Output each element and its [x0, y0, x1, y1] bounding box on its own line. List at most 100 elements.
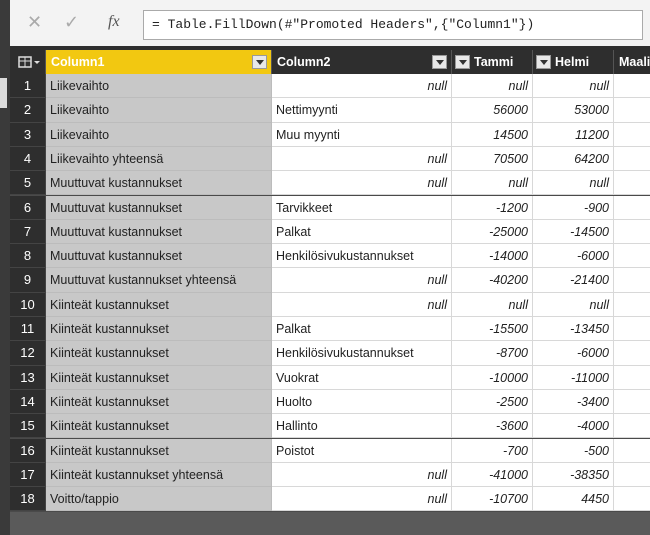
- table-cell: null: [272, 462, 452, 488]
- table-cell: -13450: [533, 317, 614, 342]
- table-cell-empty: [614, 268, 650, 293]
- side-tab: [0, 78, 7, 108]
- column-header[interactable]: Tammi: [452, 50, 533, 74]
- table-cell: null: [533, 171, 614, 196]
- header-gap: [10, 46, 650, 50]
- table-cell: -21400: [533, 268, 614, 293]
- table-cell: null: [272, 292, 452, 317]
- table-cell: Palkat: [272, 219, 452, 245]
- row-number: 16: [10, 438, 46, 463]
- table-cell: 70500: [452, 146, 533, 172]
- confirm-button[interactable]: ✓: [64, 12, 80, 32]
- column-header[interactable]: Column2: [272, 50, 452, 74]
- table-cell-empty: [614, 171, 650, 196]
- column-header[interactable]: Maali: [614, 50, 650, 74]
- table-icon: [18, 56, 40, 68]
- filter-dropdown[interactable]: [252, 55, 267, 69]
- filter-dropdown[interactable]: [432, 55, 447, 69]
- row-number: 9: [10, 268, 46, 293]
- table-cell: null: [272, 268, 452, 293]
- row-number: 17: [10, 462, 46, 488]
- table-cell: -14000: [452, 244, 533, 269]
- table-cell: Tarvikkeet: [272, 195, 452, 220]
- table-cell: Kiinteät kustannukset: [46, 389, 272, 415]
- table-cell: Kiinteät kustannukset: [46, 317, 272, 342]
- table-cell: null: [452, 171, 533, 196]
- table-cell: -3400: [533, 389, 614, 415]
- table-cell: -2500: [452, 389, 533, 415]
- table-cell: -900: [533, 195, 614, 220]
- filter-dropdown[interactable]: [536, 55, 551, 69]
- row-number: 7: [10, 219, 46, 245]
- table-cell: Kiinteät kustannukset: [46, 438, 272, 463]
- table-cell: Henkilösivukustannukset: [272, 341, 452, 366]
- table-cell: null: [533, 292, 614, 317]
- row-number: 2: [10, 98, 46, 123]
- table-cell: Voitto/tappio: [46, 487, 272, 512]
- table-cell: Nettimyynti: [272, 98, 452, 123]
- table-cell-empty: [614, 414, 650, 439]
- table-cell-empty: [614, 74, 650, 99]
- table-cell: -38350: [533, 462, 614, 488]
- table-cell: Henkilösivukustannukset: [272, 244, 452, 269]
- table-cell: -10000: [452, 365, 533, 390]
- row-number: 3: [10, 122, 46, 147]
- table-cell: Poistot: [272, 438, 452, 463]
- row-number: 10: [10, 292, 46, 317]
- table-cell: Kiinteät kustannukset: [46, 292, 272, 317]
- column-header[interactable]: Helmi: [533, 50, 614, 74]
- column-header[interactable]: Column1: [46, 50, 272, 74]
- table-cell: 11200: [533, 122, 614, 147]
- row-number: 5: [10, 171, 46, 196]
- table-cell: null: [533, 74, 614, 99]
- table-cell-empty: [614, 98, 650, 123]
- table-cell: -10700: [452, 487, 533, 512]
- table-cell: -6000: [533, 341, 614, 366]
- table-cell-empty: [614, 487, 650, 512]
- table-cell-empty: [614, 462, 650, 488]
- filter-dropdown[interactable]: [455, 55, 470, 69]
- table-cell: Kiinteät kustannukset: [46, 365, 272, 390]
- table-cell: Huolto: [272, 389, 452, 415]
- table-cell: Muuttuvat kustannukset: [46, 219, 272, 245]
- table-cell-empty: [614, 146, 650, 172]
- fx-button[interactable]: fx: [108, 13, 120, 30]
- row-number: 18: [10, 487, 46, 512]
- table-cell: -3600: [452, 414, 533, 439]
- table-cell: -15500: [452, 317, 533, 342]
- table-cell: -41000: [452, 462, 533, 488]
- table-cell: -25000: [452, 219, 533, 245]
- cancel-button[interactable]: ✕: [27, 12, 43, 32]
- table-cell-empty: [614, 317, 650, 342]
- table-cell: 4450: [533, 487, 614, 512]
- table-cell: Muu myynti: [272, 122, 452, 147]
- table-cell: Hallinto: [272, 414, 452, 439]
- status-area: [10, 512, 650, 535]
- table-cell: -11000: [533, 365, 614, 390]
- table-cell: -6000: [533, 244, 614, 269]
- table-cell: Muuttuvat kustannukset: [46, 244, 272, 269]
- row-number: 13: [10, 365, 46, 390]
- table-cell: null: [452, 74, 533, 99]
- table-menu[interactable]: [10, 50, 46, 74]
- table-cell: Kiinteät kustannukset: [46, 341, 272, 366]
- row-number: 12: [10, 341, 46, 366]
- table-cell-empty: [614, 195, 650, 220]
- table-cell: null: [272, 171, 452, 196]
- table-cell: 56000: [452, 98, 533, 123]
- table-cell-empty: [614, 244, 650, 269]
- table-cell: -1200: [452, 195, 533, 220]
- left-strip: [0, 0, 10, 535]
- table-cell: Kiinteät kustannukset yhteensä: [46, 462, 272, 488]
- table-cell: -40200: [452, 268, 533, 293]
- table-cell-empty: [614, 219, 650, 245]
- table-cell-empty: [614, 365, 650, 390]
- table-cell: Liikevaihto: [46, 74, 272, 99]
- table-cell-empty: [614, 122, 650, 147]
- table-cell: 53000: [533, 98, 614, 123]
- row-number: 14: [10, 389, 46, 415]
- table-cell: 14500: [452, 122, 533, 147]
- formula-input[interactable]: = Table.FillDown(#"Promoted Headers",{"C…: [143, 10, 643, 40]
- row-number: 6: [10, 195, 46, 220]
- table-cell: 64200: [533, 146, 614, 172]
